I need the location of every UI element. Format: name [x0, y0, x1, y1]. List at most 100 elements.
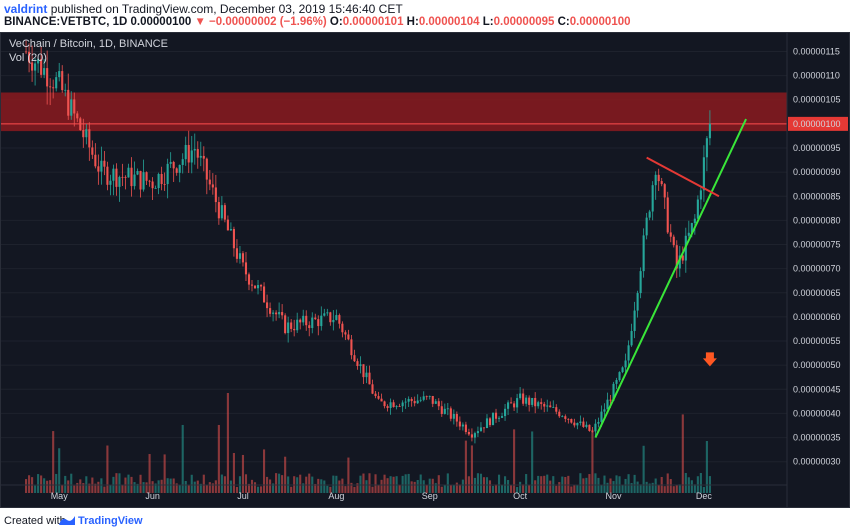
candle-body: [531, 397, 534, 405]
candle-body: [449, 408, 452, 419]
price-tick-label: 0.00000040: [793, 408, 841, 418]
volume-bar: [278, 473, 281, 493]
volume-bar: [431, 478, 434, 493]
volume-bar: [531, 431, 534, 493]
volume-bar: [217, 424, 220, 493]
candle-body: [687, 232, 690, 236]
candle-body: [67, 89, 70, 116]
chart-area[interactable]: 0.00000115 0.00000110 0.00000105 0.00000100…: [0, 32, 850, 508]
time-tick-label: Oct: [513, 491, 528, 501]
price-tick-label: 0.00000035: [793, 433, 841, 443]
volume-bar: [633, 474, 636, 493]
volume-bar: [362, 473, 365, 493]
candle-body: [187, 144, 190, 163]
candle-body: [208, 179, 211, 185]
candle-body: [380, 398, 383, 402]
volume-bar: [525, 474, 528, 493]
volume-bar: [329, 486, 332, 493]
candle-body: [115, 168, 118, 187]
candle-body: [699, 190, 702, 200]
candle-body: [281, 312, 284, 316]
candle-body: [657, 174, 660, 182]
volume-bar: [588, 474, 591, 493]
candle-body: [702, 157, 705, 191]
candle-body: [344, 332, 347, 335]
candle-body: [323, 313, 326, 316]
volume-bar: [244, 474, 248, 493]
volume-bar: [335, 475, 338, 493]
candle-body: [338, 315, 341, 324]
volume-bar: [169, 478, 172, 493]
candle-body: [299, 319, 302, 323]
close-label: C:: [557, 16, 570, 28]
candle-body: [214, 187, 217, 203]
candle-body: [570, 418, 573, 423]
candle-body: [232, 229, 235, 249]
candle-body: [157, 173, 160, 189]
volume-bar: [290, 486, 293, 493]
candle-body: [335, 315, 338, 320]
candle-body: [636, 293, 639, 311]
candle-body: [374, 393, 377, 397]
volume-bar: [259, 486, 263, 493]
volume-bar: [232, 453, 235, 493]
candle-body: [413, 401, 416, 404]
volume-bar: [205, 485, 208, 493]
volume-bar: [449, 485, 452, 493]
volume-bar: [199, 483, 202, 493]
candle-body: [440, 406, 443, 414]
time-axis[interactable]: May Jun Jul Aug Sep Oct Nov Dec: [1, 484, 787, 501]
volume-bar: [211, 483, 214, 493]
candle-body: [645, 217, 648, 236]
volume-bar: [443, 484, 446, 493]
author-name[interactable]: valdrint: [4, 2, 48, 16]
candle-body: [296, 319, 299, 331]
candle-body: [272, 312, 275, 314]
volume-bar: [678, 484, 681, 493]
volume-bar: [353, 486, 356, 493]
candle-body: [88, 129, 91, 148]
candle-body: [603, 409, 606, 412]
price-tick-label: 0.00000110: [793, 71, 840, 81]
candle-body: [452, 413, 455, 419]
candle-body: [485, 418, 489, 429]
candle-body: [425, 396, 428, 398]
volume-bar: [648, 483, 651, 493]
candle-body: [356, 361, 359, 367]
volume-bar: [684, 473, 687, 493]
volume-bar: [461, 479, 464, 493]
volume-bar: [455, 482, 458, 493]
candle-body: [103, 160, 106, 167]
candle-body: [341, 323, 344, 333]
candle-body: [383, 401, 386, 407]
candle-body: [70, 99, 73, 116]
price-tick-label: 0.00000065: [793, 288, 841, 298]
volume-bar: [79, 479, 82, 493]
price-axis[interactable]: 0.00000115 0.00000110 0.00000105 0.00000100…: [786, 33, 849, 507]
price-chart[interactable]: 0.00000115 0.00000110 0.00000105 0.00000100…: [1, 33, 849, 507]
candle-body: [422, 396, 425, 400]
last-price-badge: [788, 116, 848, 131]
candle-body: [377, 396, 380, 399]
candle-body: [266, 302, 269, 309]
candle-body: [434, 401, 437, 404]
candle-body: [482, 427, 486, 429]
volume-bar: [178, 485, 181, 493]
volume-bar: [522, 484, 525, 493]
volume-bar: [226, 393, 229, 493]
candle-body: [431, 395, 434, 404]
candle-body: [549, 405, 552, 408]
price-tick-label: 0.00000030: [793, 457, 841, 467]
volume-bar: [651, 482, 654, 493]
volume-bar: [401, 475, 404, 493]
price-tick-label: 0.00000050: [793, 360, 841, 370]
volume-bar: [208, 482, 211, 493]
candle-body: [669, 232, 672, 237]
candle-body: [494, 412, 498, 419]
volume-bar: [314, 483, 317, 493]
candle-body: [64, 89, 67, 91]
volume-bar: [693, 484, 696, 493]
candle-body: [175, 168, 178, 173]
last-price: 0.00000100: [130, 16, 192, 28]
tradingview-brand[interactable]: TradingView: [78, 515, 143, 527]
